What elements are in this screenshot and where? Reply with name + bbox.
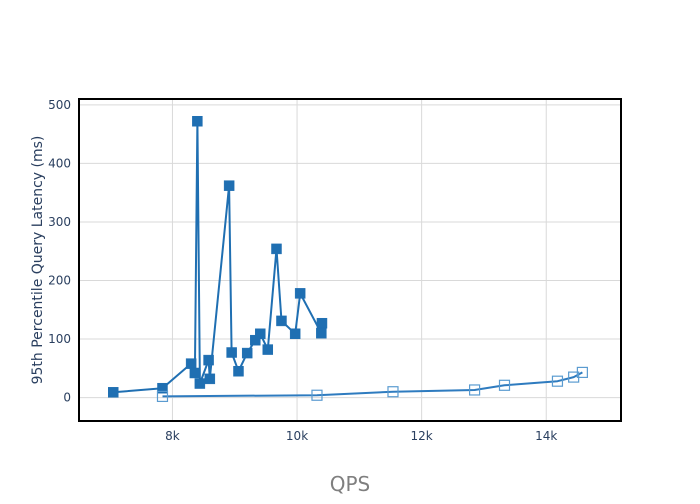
data-point[interactable] [233, 365, 244, 377]
series-line [162, 371, 583, 398]
y-tick-label: 400 [48, 156, 71, 170]
x-tick-label: 8k [165, 429, 180, 443]
data-point[interactable] [192, 115, 203, 127]
data-point[interactable] [108, 387, 119, 398]
data-point[interactable] [576, 366, 588, 379]
data-point[interactable] [316, 327, 327, 339]
data-point[interactable] [223, 180, 235, 191]
data-point[interactable] [276, 315, 287, 327]
data-point[interactable] [185, 358, 197, 369]
data-point[interactable] [498, 379, 511, 391]
data-point[interactable] [194, 378, 206, 389]
data-point[interactable] [226, 347, 237, 358]
data-point[interactable] [255, 328, 266, 340]
data-point[interactable] [387, 386, 399, 398]
data-point[interactable] [294, 288, 306, 299]
tick-labels: 8k 10k 12k 14k 0 100 200 300 400 500 [48, 98, 557, 443]
data-point[interactable] [204, 373, 216, 385]
y-tick-label: 100 [48, 332, 71, 346]
x-tick-label: 12k [411, 429, 433, 443]
data-point[interactable] [311, 389, 323, 401]
y-axis-title: 95th Percentile Query Latency (ms) [30, 136, 46, 385]
data-point[interactable] [157, 382, 168, 394]
grid-lines [79, 99, 621, 421]
data-point[interactable] [468, 384, 481, 396]
y-tick-label: 0 [63, 391, 71, 405]
x-tick-label: 14k [535, 429, 557, 443]
x-tick-label: 10k [286, 429, 308, 443]
x-axis-title: QPS [330, 472, 371, 496]
y-tick-label: 300 [48, 215, 71, 229]
data-point[interactable] [551, 375, 564, 387]
y-tick-label: 200 [48, 273, 71, 287]
data-series [108, 115, 588, 403]
y-tick-label: 500 [48, 98, 71, 112]
data-point[interactable] [271, 243, 282, 255]
data-point[interactable] [241, 347, 253, 359]
series-0 [108, 115, 328, 398]
series-1 [156, 366, 588, 403]
data-point[interactable] [189, 367, 201, 379]
data-point[interactable] [289, 328, 301, 340]
data-point[interactable] [203, 354, 214, 366]
data-point[interactable] [262, 344, 274, 355]
data-point[interactable] [316, 317, 328, 329]
plot-frame [78, 98, 622, 422]
data-point[interactable] [156, 390, 169, 403]
series-line [113, 120, 323, 394]
